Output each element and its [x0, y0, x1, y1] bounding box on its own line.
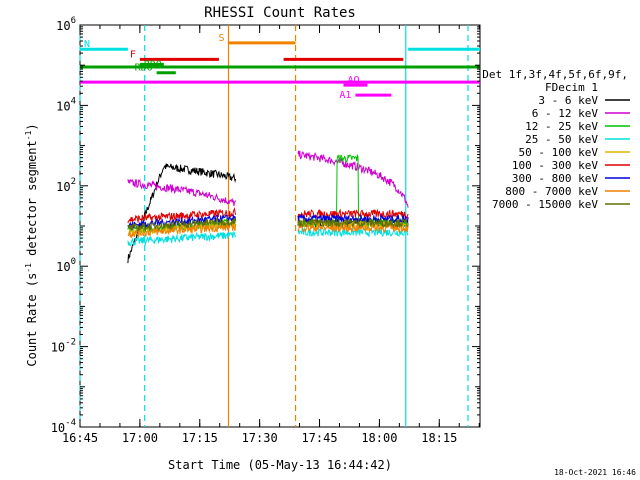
flag-label: RD6 — [135, 63, 153, 74]
y-tick-base: 10 — [56, 99, 70, 113]
flag-label: A1 — [339, 90, 351, 101]
y-tick-label: 100 — [56, 257, 76, 274]
y-axis-label-main: Count Rate (s — [25, 273, 39, 367]
x-tick-label: 17:00 — [122, 431, 158, 445]
series-line — [127, 178, 237, 207]
x-tick-label: 18:00 — [361, 431, 397, 445]
legend-header-1: Det 1f,3f,4f,5f,6f,9f, — [482, 68, 628, 81]
x-tick-label: 16:45 — [62, 431, 98, 445]
y-tick-base: 10 — [51, 341, 65, 355]
y-tick-exp: 0 — [71, 257, 76, 267]
chart-title: RHESSI Count Rates — [204, 5, 356, 21]
legend-label: 7000 - 15000 keV — [492, 198, 598, 211]
y-tick-exp: 2 — [71, 177, 76, 187]
y-tick-base: 10 — [56, 19, 70, 33]
legend-label: 300 - 800 keV — [512, 172, 598, 185]
series-line — [297, 226, 409, 238]
y-tick-exp: -2 — [65, 338, 76, 348]
y-tick-label: 104 — [56, 96, 76, 113]
footer-timestamp: 18-Oct-2021 16:46 — [554, 468, 636, 477]
y-tick-label: 10-2 — [51, 338, 76, 355]
y-axis-label: Count Rate (s-1 detector segment-1) — [24, 123, 39, 366]
series-line — [297, 217, 409, 229]
series-line — [127, 218, 237, 232]
y-tick-label: 102 — [56, 177, 76, 194]
y-axis-label-sup1: -1 — [24, 263, 33, 273]
series-line — [127, 206, 237, 224]
legend-label: 100 - 300 keV — [512, 159, 598, 172]
series-line — [297, 150, 409, 208]
series-line — [127, 163, 237, 264]
flag-label: S — [218, 33, 224, 44]
flag-label: RD9 — [144, 59, 162, 70]
legend-label: 3 - 6 keV — [538, 94, 598, 107]
y-axis-label-end: ) — [25, 123, 39, 130]
x-tick-label: 17:30 — [242, 431, 278, 445]
legend-label: 800 - 7000 keV — [505, 185, 598, 198]
y-tick-exp: 6 — [71, 16, 76, 26]
series-line — [127, 222, 237, 239]
legend-label: 6 - 12 keV — [532, 107, 599, 120]
y-tick-exp: -4 — [65, 418, 76, 428]
y-tick-exp: 4 — [71, 96, 76, 106]
flag-label: N — [84, 39, 90, 50]
series-layer — [127, 150, 409, 264]
x-tick-label: 17:15 — [182, 431, 218, 445]
axis-layer: 16:45 17:00 17:15 17:30 17:45 18:00 18:1510610… — [51, 16, 480, 445]
x-tick-label: 17:45 — [301, 431, 337, 445]
legend-header-2: FDecim 1 — [545, 81, 598, 94]
x-axis-label: Start Time (05-May-13 16:44:42) — [168, 458, 392, 472]
legend-label: 12 - 25 keV — [525, 120, 598, 133]
y-axis-label-mid: detector segment — [25, 140, 39, 263]
y-tick-label: 106 — [56, 16, 76, 33]
series-line — [127, 214, 237, 229]
flag-label: F — [130, 49, 136, 60]
y-tick-base: 10 — [56, 260, 70, 274]
legend-label: 50 - 100 keV — [519, 146, 599, 159]
legend-label: 25 - 50 keV — [525, 133, 598, 146]
flag-label: AQ — [347, 75, 359, 86]
series-line — [127, 230, 237, 247]
legend: Det 1f,3f,4f,5f,6f,9f, FDecim 1 3 - 6 ke… — [482, 68, 630, 211]
x-tick-label: 18:15 — [421, 431, 457, 445]
y-axis-label-sup2: -1 — [24, 130, 33, 140]
y-tick-label: 10-4 — [51, 418, 76, 435]
y-tick-base: 10 — [51, 421, 65, 435]
y-tick-base: 10 — [56, 180, 70, 194]
